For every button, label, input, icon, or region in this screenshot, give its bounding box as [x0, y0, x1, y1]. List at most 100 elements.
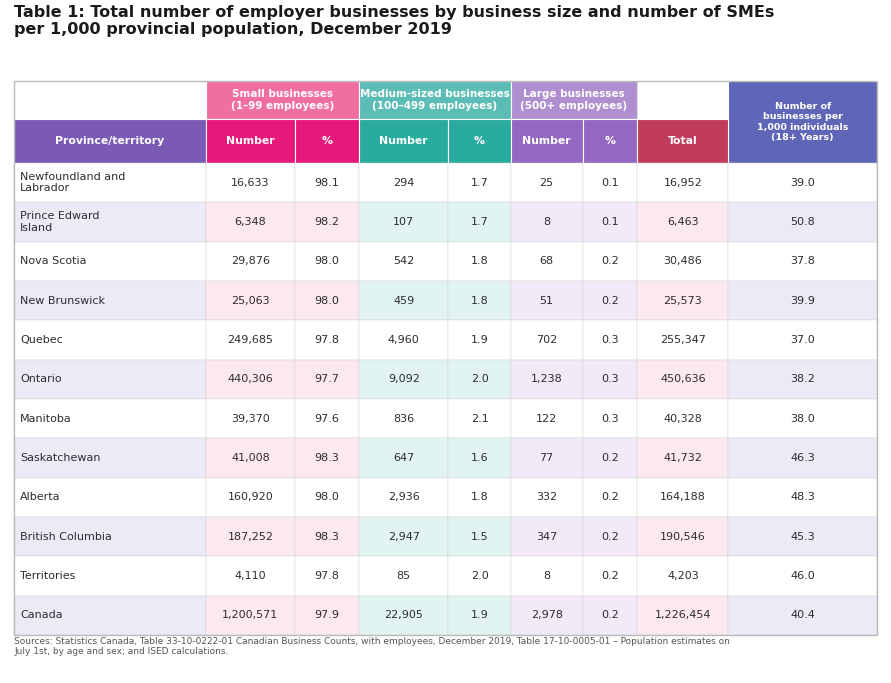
- Text: 22,905: 22,905: [384, 611, 423, 620]
- Bar: [206, 557, 295, 596]
- Text: 702: 702: [536, 335, 557, 345]
- Text: 38.2: 38.2: [790, 374, 815, 385]
- Text: 40.4: 40.4: [790, 611, 815, 620]
- Text: 347: 347: [536, 531, 557, 542]
- Bar: [637, 360, 728, 399]
- Bar: [637, 202, 728, 242]
- Text: Manitoba: Manitoba: [20, 414, 72, 423]
- Bar: [206, 477, 295, 517]
- Text: Medium-sized businesses
(100–499 employees): Medium-sized businesses (100–499 employe…: [360, 89, 510, 111]
- Bar: [206, 81, 359, 119]
- Bar: [295, 163, 359, 202]
- Text: 1.9: 1.9: [470, 335, 488, 345]
- Text: 98.0: 98.0: [315, 296, 339, 306]
- Bar: [359, 517, 448, 557]
- Bar: [583, 438, 637, 477]
- Bar: [295, 596, 359, 635]
- Text: 40,328: 40,328: [664, 414, 702, 423]
- Bar: [14, 242, 206, 281]
- Bar: [359, 438, 448, 477]
- Text: Nova Scotia: Nova Scotia: [20, 256, 86, 266]
- Bar: [511, 399, 583, 438]
- Bar: [728, 320, 877, 360]
- Bar: [206, 242, 295, 281]
- Text: 0.3: 0.3: [601, 414, 618, 423]
- Text: 542: 542: [393, 256, 414, 266]
- Bar: [637, 477, 728, 517]
- Text: 164,188: 164,188: [660, 492, 706, 502]
- Bar: [295, 119, 359, 163]
- Bar: [14, 281, 206, 320]
- Text: 255,347: 255,347: [660, 335, 706, 345]
- Text: %: %: [322, 136, 332, 146]
- Bar: [511, 477, 583, 517]
- Bar: [728, 202, 877, 242]
- Text: 98.3: 98.3: [315, 453, 339, 463]
- Text: 2,978: 2,978: [531, 611, 562, 620]
- Text: 97.6: 97.6: [315, 414, 339, 423]
- Bar: [637, 438, 728, 477]
- Bar: [728, 517, 877, 557]
- Bar: [295, 242, 359, 281]
- Bar: [583, 242, 637, 281]
- Bar: [583, 477, 637, 517]
- Text: %: %: [604, 136, 616, 146]
- Text: 4,203: 4,203: [667, 571, 699, 581]
- Bar: [295, 399, 359, 438]
- Bar: [359, 242, 448, 281]
- Text: 0.2: 0.2: [601, 296, 619, 306]
- Text: 1.9: 1.9: [470, 611, 488, 620]
- Bar: [359, 557, 448, 596]
- Bar: [359, 81, 511, 119]
- Bar: [14, 81, 877, 635]
- Bar: [583, 281, 637, 320]
- Bar: [14, 163, 206, 202]
- Text: 187,252: 187,252: [227, 531, 274, 542]
- Bar: [295, 517, 359, 557]
- Text: 2.1: 2.1: [470, 414, 488, 423]
- Text: Newfoundland and
Labrador: Newfoundland and Labrador: [20, 172, 126, 193]
- Bar: [295, 360, 359, 399]
- Bar: [583, 596, 637, 635]
- Text: 1.8: 1.8: [470, 256, 488, 266]
- Text: Canada: Canada: [20, 611, 62, 620]
- Text: 48.3: 48.3: [790, 492, 815, 502]
- Text: 0.1: 0.1: [601, 217, 618, 227]
- Bar: [448, 119, 511, 163]
- Bar: [206, 202, 295, 242]
- Bar: [295, 320, 359, 360]
- Bar: [511, 242, 583, 281]
- Text: %: %: [474, 136, 485, 146]
- Bar: [359, 320, 448, 360]
- Text: New Brunswick: New Brunswick: [20, 296, 105, 306]
- Bar: [637, 81, 728, 119]
- Text: 25: 25: [540, 178, 553, 188]
- Text: 1.8: 1.8: [470, 492, 488, 502]
- Bar: [295, 202, 359, 242]
- Bar: [14, 438, 206, 477]
- Text: 332: 332: [536, 492, 557, 502]
- Bar: [14, 81, 206, 119]
- Text: 39.9: 39.9: [790, 296, 815, 306]
- Text: 98.3: 98.3: [315, 531, 339, 542]
- Bar: [728, 477, 877, 517]
- Bar: [448, 438, 511, 477]
- Text: 2.0: 2.0: [470, 374, 488, 385]
- Bar: [14, 399, 206, 438]
- Bar: [448, 477, 511, 517]
- Text: Prince Edward
Island: Prince Edward Island: [20, 211, 100, 233]
- Text: 4,110: 4,110: [234, 571, 266, 581]
- Text: 836: 836: [393, 414, 414, 423]
- Text: British Columbia: British Columbia: [20, 531, 112, 542]
- Text: 77: 77: [540, 453, 554, 463]
- Bar: [14, 119, 206, 163]
- Text: 41,732: 41,732: [664, 453, 702, 463]
- Text: 1,226,454: 1,226,454: [655, 611, 711, 620]
- Text: 160,920: 160,920: [227, 492, 274, 502]
- Text: 41,008: 41,008: [231, 453, 270, 463]
- Text: 37.0: 37.0: [790, 335, 815, 345]
- Bar: [448, 242, 511, 281]
- Bar: [637, 596, 728, 635]
- Text: 1.7: 1.7: [470, 178, 488, 188]
- Bar: [583, 163, 637, 202]
